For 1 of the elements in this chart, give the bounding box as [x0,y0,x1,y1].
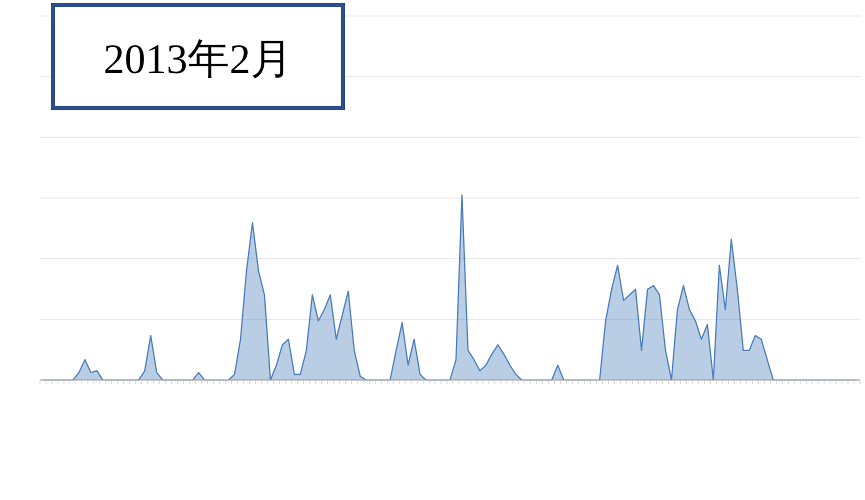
title: 2013年2月 [104,37,292,83]
